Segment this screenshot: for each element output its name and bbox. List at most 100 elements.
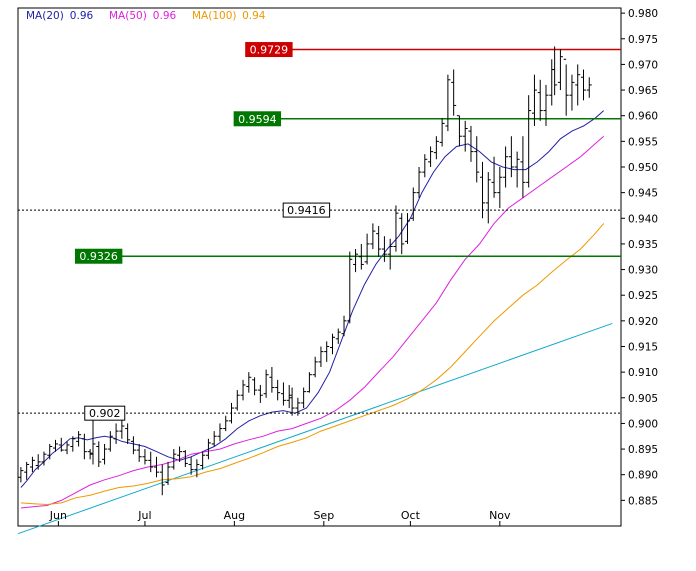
- ohlc-bar: [153, 456, 159, 478]
- ohlc-bar: [263, 369, 269, 398]
- y-tick-label: 0.950: [628, 162, 658, 174]
- ohlc-bar: [381, 236, 387, 262]
- ohlc-bar: [520, 136, 526, 198]
- ohlc-bar: [229, 402, 235, 424]
- ohlc-bar: [353, 249, 359, 273]
- ohlc-bar: [318, 346, 324, 368]
- ohlc-bar: [171, 449, 177, 470]
- ohlc-bar: [557, 49, 563, 91]
- level-label-box-2: [282, 202, 331, 218]
- ohlc-bar: [286, 384, 292, 409]
- level-label-1: 0.9594: [238, 113, 277, 126]
- trendline: [17, 322, 613, 535]
- ohlc-bar: [485, 172, 491, 224]
- y-tick-label: 0.930: [628, 265, 658, 277]
- ohlc-bar: [301, 387, 307, 409]
- ohlc-bar: [537, 79, 543, 121]
- level-label-0: 0.9729: [250, 44, 289, 57]
- ohlc-bar: [543, 84, 549, 126]
- ohlc-bar: [269, 367, 275, 393]
- ohlc-bar: [119, 418, 125, 439]
- ohlc-bar: [445, 74, 451, 132]
- ohlc-bar: [341, 315, 347, 337]
- x-tick-label: Aug: [224, 509, 245, 522]
- ohlc-bar: [324, 341, 330, 362]
- ohlc-bar: [416, 166, 422, 198]
- x-tick-label: Jun: [49, 509, 67, 522]
- ohlc-bar: [491, 156, 497, 198]
- ohlc-bar: [586, 77, 592, 98]
- y-tick-label: 0.895: [628, 444, 658, 456]
- y-tick-label: 0.945: [628, 188, 658, 200]
- y-axis: 0.885 0.890 0.895 0.900 0.905 0.910 0.915 0.920…: [621, 8, 658, 507]
- ohlc-bar: [439, 118, 445, 147]
- ohlc-bar: [177, 446, 183, 462]
- ohlc-bar: [53, 439, 59, 452]
- y-tick-label: 0.955: [628, 136, 658, 148]
- ohlc-bar: [107, 431, 113, 452]
- plot-frame: [17, 7, 622, 527]
- ohlc-bar: [387, 238, 393, 270]
- ohlc-bar: [335, 328, 341, 344]
- ohlc-bar: [252, 377, 258, 396]
- y-tick-label: 0.960: [628, 111, 658, 123]
- ohlc-bar: [462, 120, 468, 152]
- x-tick-label: Nov: [489, 509, 511, 522]
- ohlc-bar: [306, 372, 312, 393]
- ohlc-bar: [205, 438, 211, 460]
- ohlc-bar: [428, 146, 434, 167]
- ohlc-bar: [142, 449, 148, 465]
- ohlc-bar: [29, 456, 35, 473]
- ohlc-bar: [194, 459, 200, 478]
- ohlc-bar: [58, 437, 64, 452]
- y-tick-label: 0.905: [628, 393, 658, 405]
- ohlc-bar: [422, 154, 428, 178]
- legend-label-2: MA(100): [192, 10, 236, 22]
- ohlc-bar: [234, 390, 240, 411]
- y-tick-label: 0.900: [628, 418, 658, 430]
- ohlc-bar: [508, 136, 514, 178]
- ohlc-bar: [246, 372, 252, 393]
- ohlc-bar: [329, 333, 335, 355]
- ohlc-bar: [358, 243, 364, 270]
- ohlc-bar: [433, 136, 439, 160]
- ohlc-bar: [148, 451, 154, 473]
- ohlc-bar: [200, 451, 206, 470]
- ohlc-bar: [456, 115, 462, 147]
- legend-label-0: MA(20): [26, 10, 64, 22]
- y-tick-label: 0.915: [628, 341, 658, 353]
- series-line-ma-2: [20, 223, 605, 506]
- y-tick-label: 0.890: [628, 470, 658, 482]
- ohlc-bar: [552, 46, 558, 96]
- ohlc-bar: [289, 387, 295, 416]
- ohlc-bar: [399, 213, 405, 255]
- ohlc-bar: [393, 205, 399, 252]
- legend-value-1: 0.96: [153, 10, 177, 22]
- ohlc-bar: [70, 436, 76, 452]
- level-label-box-3: [74, 248, 123, 264]
- ohlc-bars-layer: [18, 46, 592, 496]
- x-tick-label: Jul: [137, 509, 151, 522]
- ohlc-bar: [569, 74, 575, 111]
- ohlc-bar: [280, 382, 286, 406]
- ohlc-bar: [503, 146, 509, 188]
- y-tick-label: 0.975: [628, 34, 658, 46]
- ohlc-bar: [64, 441, 70, 455]
- ohlc-bar: [76, 431, 82, 447]
- y-tick-label: 0.885: [628, 495, 658, 507]
- ohlc-bar: [165, 461, 171, 485]
- y-tick-label: 0.940: [628, 213, 658, 225]
- ohlc-bar: [376, 225, 382, 257]
- ohlc-bar: [410, 187, 416, 221]
- legend: MA(20) 0.96 MA(50) 0.96 MA(100) 0.94: [26, 10, 266, 22]
- ohlc-bar: [312, 356, 318, 378]
- ohlc-bar: [370, 223, 376, 250]
- ohlc-bar: [497, 166, 503, 209]
- ohlc-bar: [563, 58, 569, 116]
- x-tick-label: Sep: [313, 509, 334, 522]
- legend-label-1: MA(50): [109, 10, 147, 22]
- y-tick-label: 0.935: [628, 239, 658, 251]
- ohlc-bar: [87, 449, 93, 460]
- level-label-3: 0.9326: [79, 250, 118, 263]
- ohlc-bar: [257, 384, 263, 403]
